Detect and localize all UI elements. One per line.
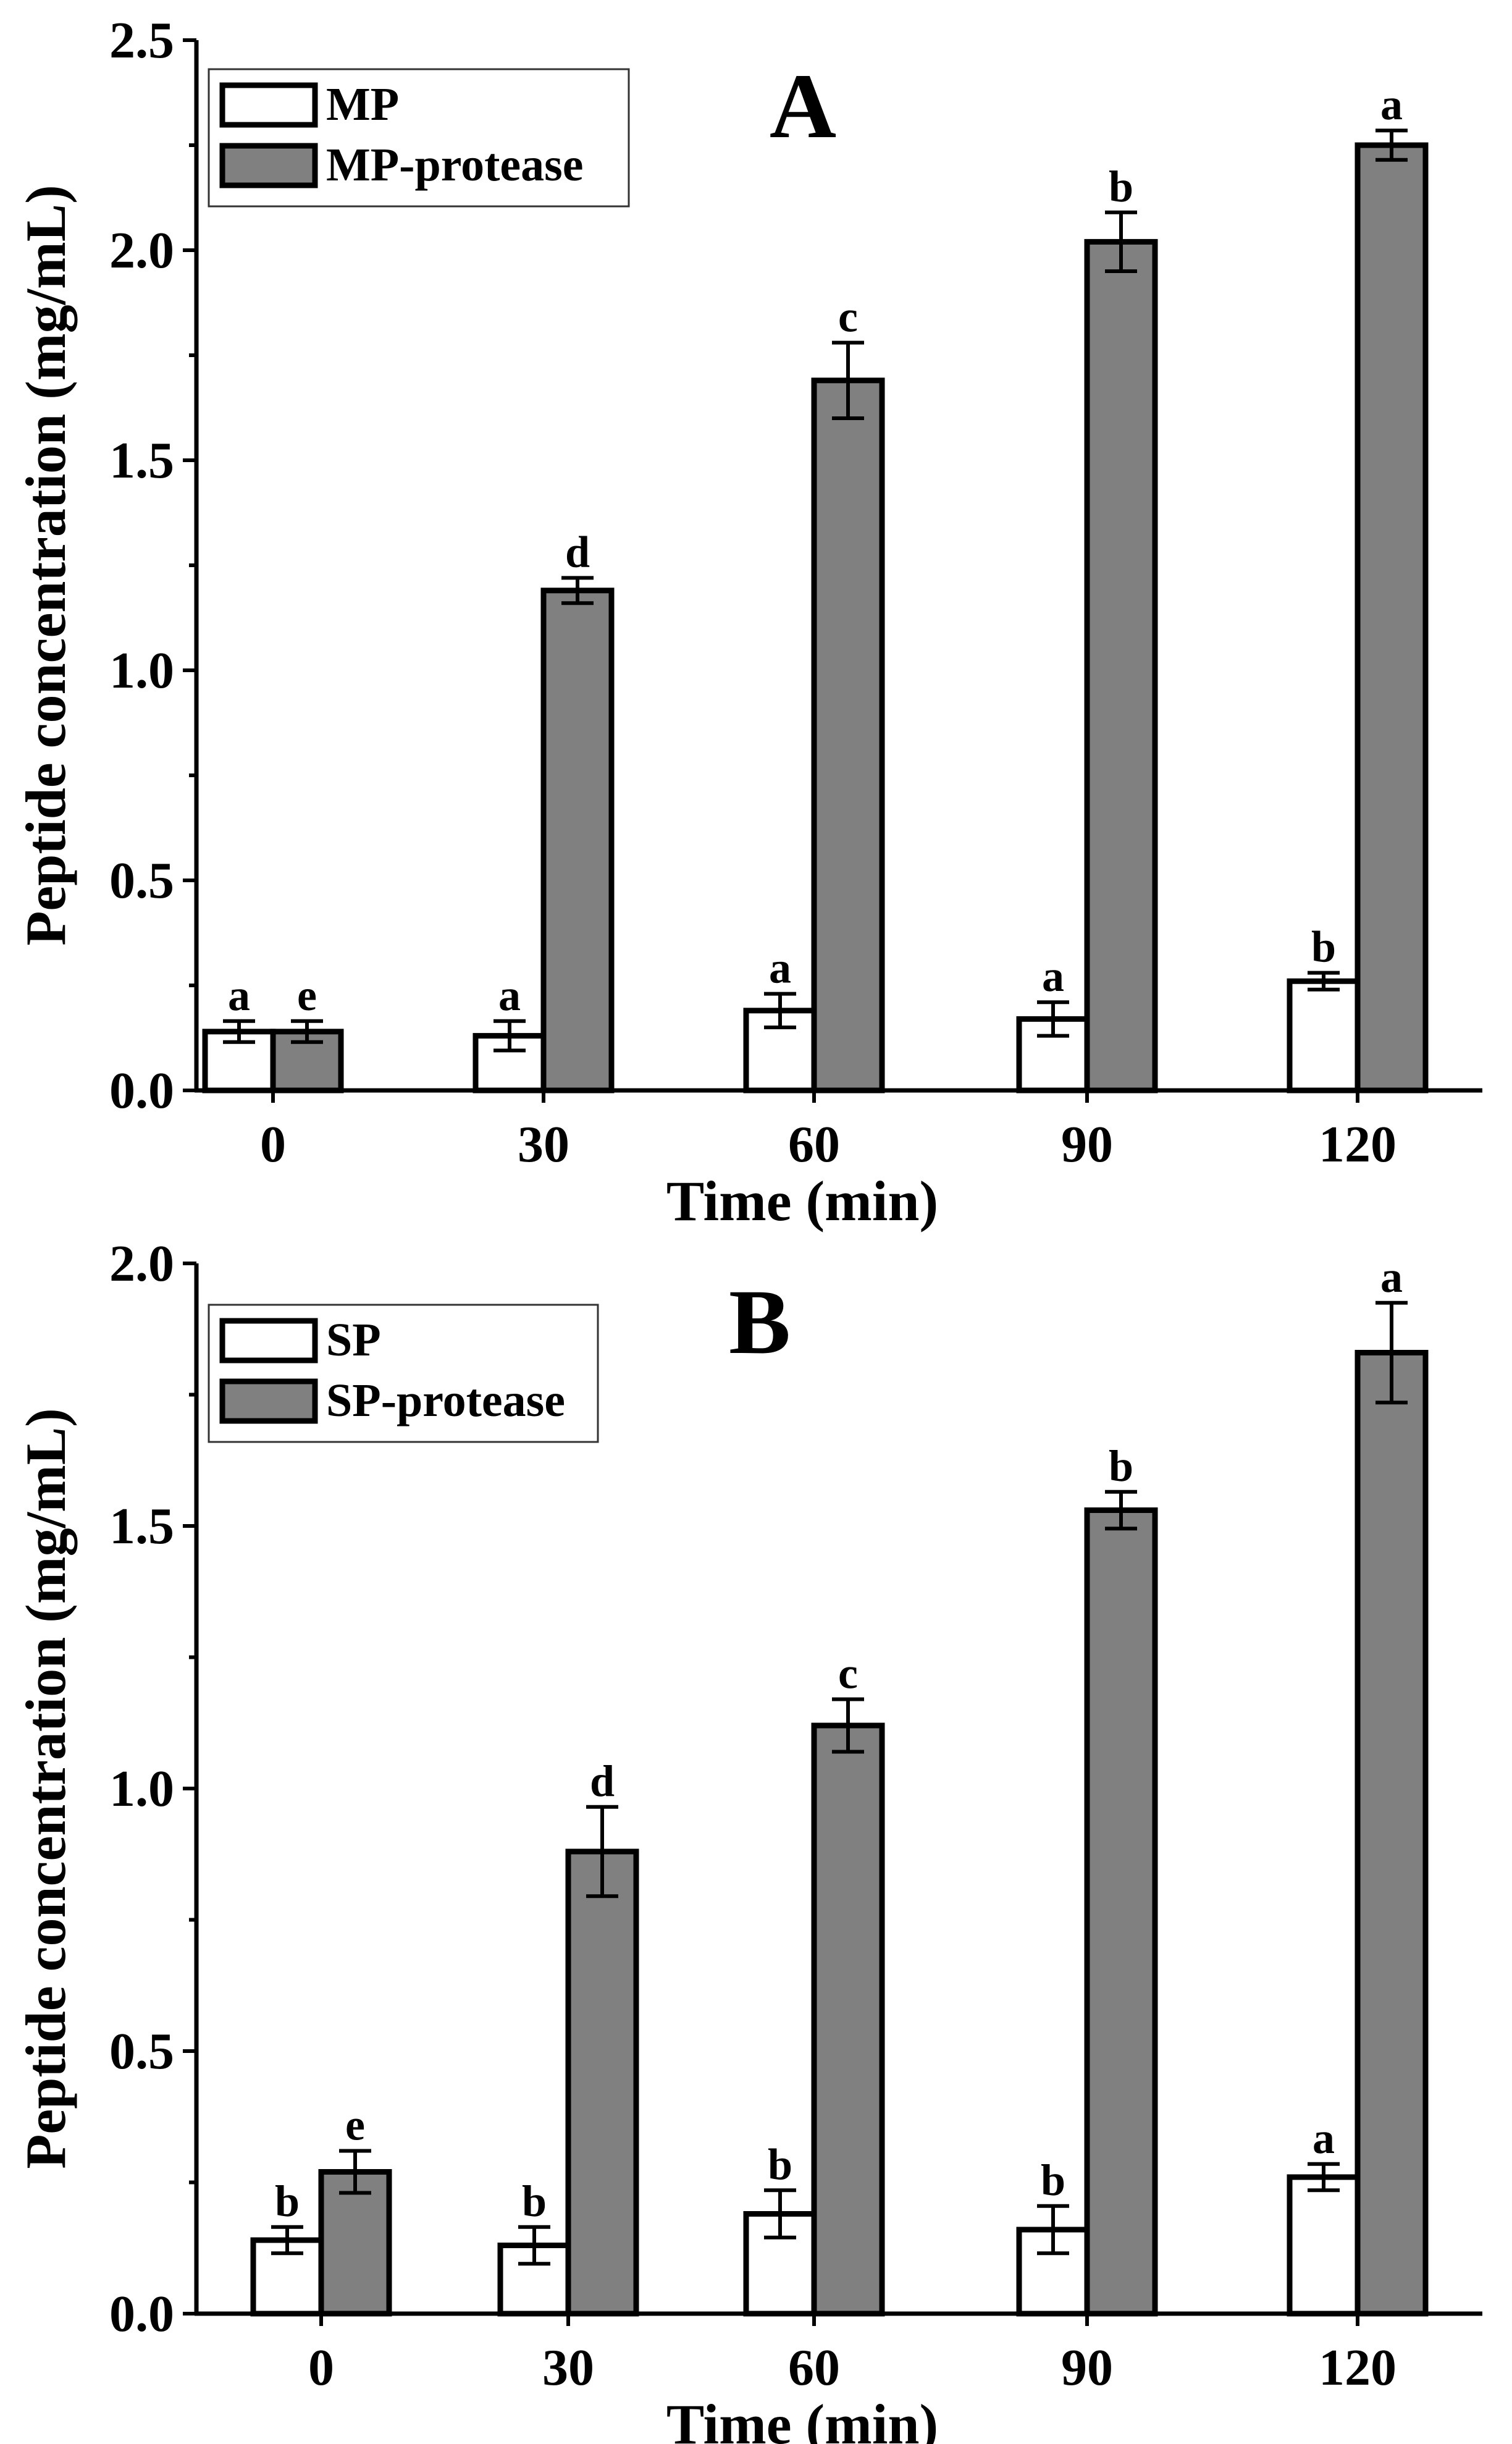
bar-mp-protease	[540, 588, 615, 1093]
legend-swatch-mp	[219, 82, 318, 128]
y-axis-title: Peptide concentration (mg/mL)	[14, 185, 77, 946]
significance-letter: d	[565, 527, 590, 576]
x-tick-label: 90	[1061, 2339, 1113, 2396]
y-tick-label: 1.5	[109, 432, 174, 489]
x-tick-label: 60	[788, 1116, 840, 1173]
significance-letter: b	[768, 2139, 792, 2189]
significance-letter: a	[1380, 1252, 1403, 1302]
significance-letter: a	[1312, 2113, 1335, 2163]
y-tick-label: 2.5	[109, 12, 174, 69]
legend-entry-mp: MP	[326, 78, 399, 130]
legend-swatch-sp-protease	[219, 1378, 318, 1424]
panel-a-bar-chart: 0.00.51.01.52.02.5a e0ad30ac60ab90ba120Ti…	[14, 12, 1482, 1233]
significance-letter: a	[498, 971, 521, 1020]
significance-letter: b	[522, 2176, 547, 2226]
x-tick-label: 30	[518, 1116, 569, 1173]
x-tick-label: 60	[788, 2339, 840, 2396]
bar-sp	[1287, 2174, 1361, 2317]
y-tick-label: 0.0	[109, 1062, 174, 1119]
y-tick-label: 1.5	[109, 1498, 174, 1555]
significance-letter: b	[1109, 1441, 1133, 1491]
bar-mp-protease	[1354, 142, 1429, 1093]
y-tick-label: 1.0	[109, 642, 174, 699]
y-tick-label: 2.0	[109, 1235, 174, 1292]
bar-sp-protease	[1084, 1507, 1158, 2317]
significance-letter: a	[1380, 80, 1403, 129]
significance-letter: c	[838, 1649, 858, 1698]
legend-entry-mp-protease: MP-protease	[326, 139, 583, 191]
y-tick-label: 0.5	[109, 852, 174, 909]
x-tick-label: 120	[1319, 1116, 1396, 1173]
x-axis-title: Time (min)	[666, 1169, 938, 1233]
x-tick-label: 30	[542, 2339, 594, 2396]
significance-letter: b	[1109, 162, 1133, 211]
bar-mp-protease	[811, 377, 885, 1093]
legend-entry-sp: SP	[326, 1314, 381, 1366]
x-tick-label: 120	[1319, 2339, 1396, 2396]
bar-sp-protease	[318, 2169, 392, 2317]
bar-sp-protease	[565, 1848, 639, 2317]
significance-letter: b	[1041, 2155, 1065, 2205]
significance-letter: a	[228, 971, 250, 1020]
panel-label: A	[770, 55, 836, 158]
bar-mp	[1287, 978, 1361, 1093]
significance-letter: e	[345, 2101, 365, 2150]
significance-letter: a	[769, 943, 791, 993]
panel-label: B	[729, 1271, 791, 1373]
significance-letter: e	[297, 971, 317, 1020]
y-axis-title: Peptide concentration (mg/mL)	[14, 1408, 77, 2169]
x-tick-label: 0	[260, 1116, 286, 1173]
x-axis-title: Time (min)	[666, 2393, 938, 2444]
panel-b-bar-chart: 0.00.51.01.52.0be0bd30bc60bb90aa120Time …	[14, 1235, 1482, 2444]
bar-mp-protease	[1084, 238, 1158, 1093]
bar-sp-protease	[1354, 1350, 1429, 2317]
y-tick-label: 0.5	[109, 2023, 174, 2080]
significance-letter: c	[838, 292, 858, 342]
y-tick-label: 1.0	[109, 1760, 174, 1818]
y-tick-label: 0.0	[109, 2285, 174, 2343]
legend: SP SP-protease	[208, 1304, 599, 1443]
x-tick-label: 0	[308, 2339, 334, 2396]
y-tick-label: 2.0	[109, 222, 174, 279]
significance-letter: b	[275, 2176, 300, 2226]
legend-swatch-sp	[219, 1318, 318, 1363]
legend-swatch-mp-protease	[219, 143, 318, 188]
legend-entry-sp-protease: SP-protease	[326, 1375, 565, 1426]
significance-letter: d	[590, 1756, 615, 1806]
x-tick-label: 90	[1061, 1116, 1113, 1173]
significance-letter: b	[1311, 922, 1336, 972]
legend: MP MP-protease	[208, 68, 630, 208]
significance-letter: a	[1042, 951, 1064, 1001]
bar-sp-protease	[811, 1722, 885, 2317]
